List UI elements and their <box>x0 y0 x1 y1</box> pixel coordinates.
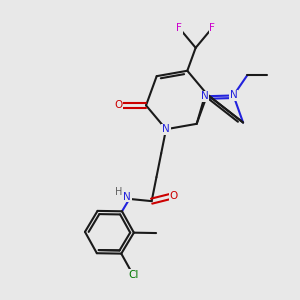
Text: F: F <box>209 23 215 33</box>
Text: Cl: Cl <box>128 270 138 280</box>
Text: F: F <box>176 23 182 33</box>
Text: N: N <box>162 124 170 134</box>
Text: N: N <box>201 91 208 101</box>
Text: O: O <box>114 100 122 110</box>
Text: N: N <box>230 91 237 100</box>
Text: O: O <box>170 190 178 201</box>
Text: N: N <box>123 192 131 202</box>
Text: H: H <box>115 187 122 197</box>
